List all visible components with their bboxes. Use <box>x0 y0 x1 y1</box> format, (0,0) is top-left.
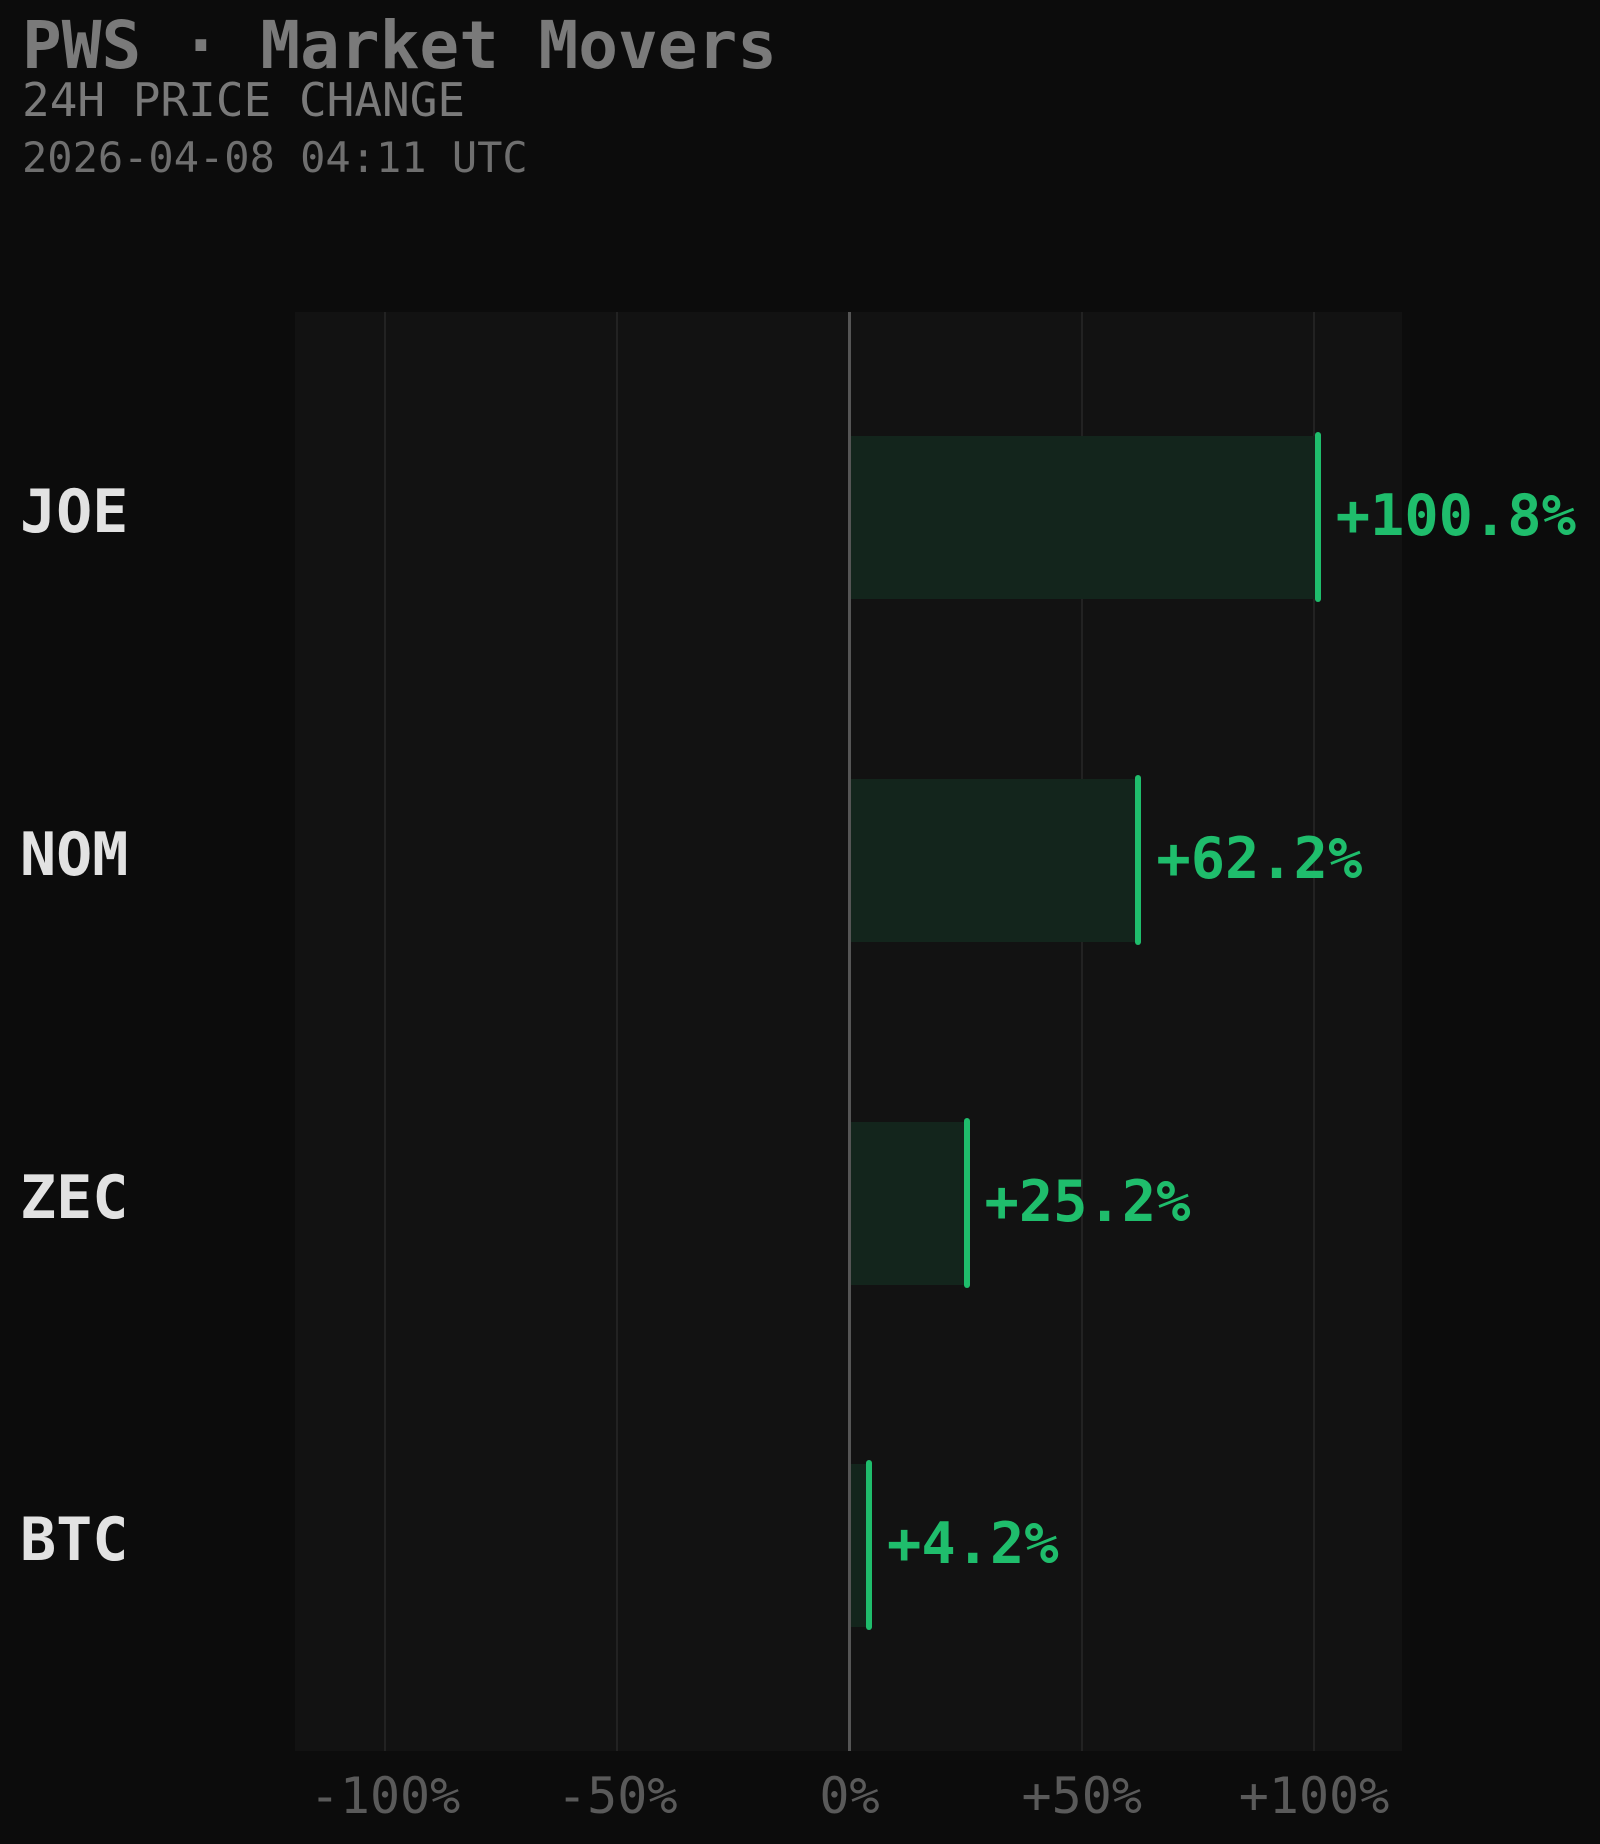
value-label: +100.8% <box>1335 483 1576 549</box>
x-tick-label: 0% <box>819 1767 880 1825</box>
x-tick-label: +50% <box>1021 1767 1142 1825</box>
chart-subtitle: 24H PRICE CHANGE <box>22 73 466 127</box>
bar-end-marker <box>866 1460 872 1630</box>
bar <box>851 1121 967 1285</box>
gridline <box>384 312 386 1751</box>
bar-end-marker <box>963 1118 970 1288</box>
zero-axis-line <box>848 312 851 1751</box>
value-label: +4.2% <box>887 1511 1059 1577</box>
value-label: +25.2% <box>984 1169 1191 1235</box>
x-tick-label: +100% <box>1238 1767 1390 1825</box>
row-label-symbol: BTC <box>20 1505 129 1575</box>
bar-end-marker <box>1135 775 1142 945</box>
row-label-symbol: JOE <box>20 477 129 547</box>
x-tick-label: -50% <box>557 1767 678 1825</box>
bar <box>851 1463 869 1627</box>
row-label-symbol: ZEC <box>20 1163 129 1233</box>
x-tick-label: -100% <box>309 1767 461 1825</box>
value-label: +62.2% <box>1156 826 1363 892</box>
bar-end-marker <box>1314 432 1321 602</box>
chart-title: PWS · Market Movers <box>22 7 777 84</box>
gridline <box>616 312 619 1751</box>
row-label-symbol: NOM <box>20 820 129 890</box>
gridline <box>1080 312 1083 1751</box>
bar <box>851 435 1318 599</box>
timestamp: 2026-04-08 04:11 UTC <box>22 133 528 182</box>
bar <box>851 778 1139 942</box>
gridline <box>1313 312 1315 1751</box>
